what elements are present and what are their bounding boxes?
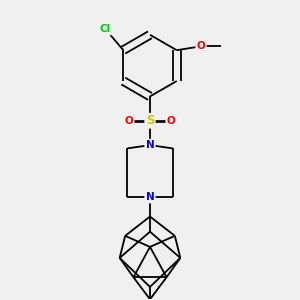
Text: N: N bbox=[146, 192, 154, 202]
Text: O: O bbox=[197, 41, 206, 51]
Text: S: S bbox=[146, 114, 154, 127]
Text: N: N bbox=[146, 140, 154, 150]
Text: O: O bbox=[124, 116, 133, 126]
Text: O: O bbox=[167, 116, 176, 126]
Text: Cl: Cl bbox=[100, 24, 111, 34]
